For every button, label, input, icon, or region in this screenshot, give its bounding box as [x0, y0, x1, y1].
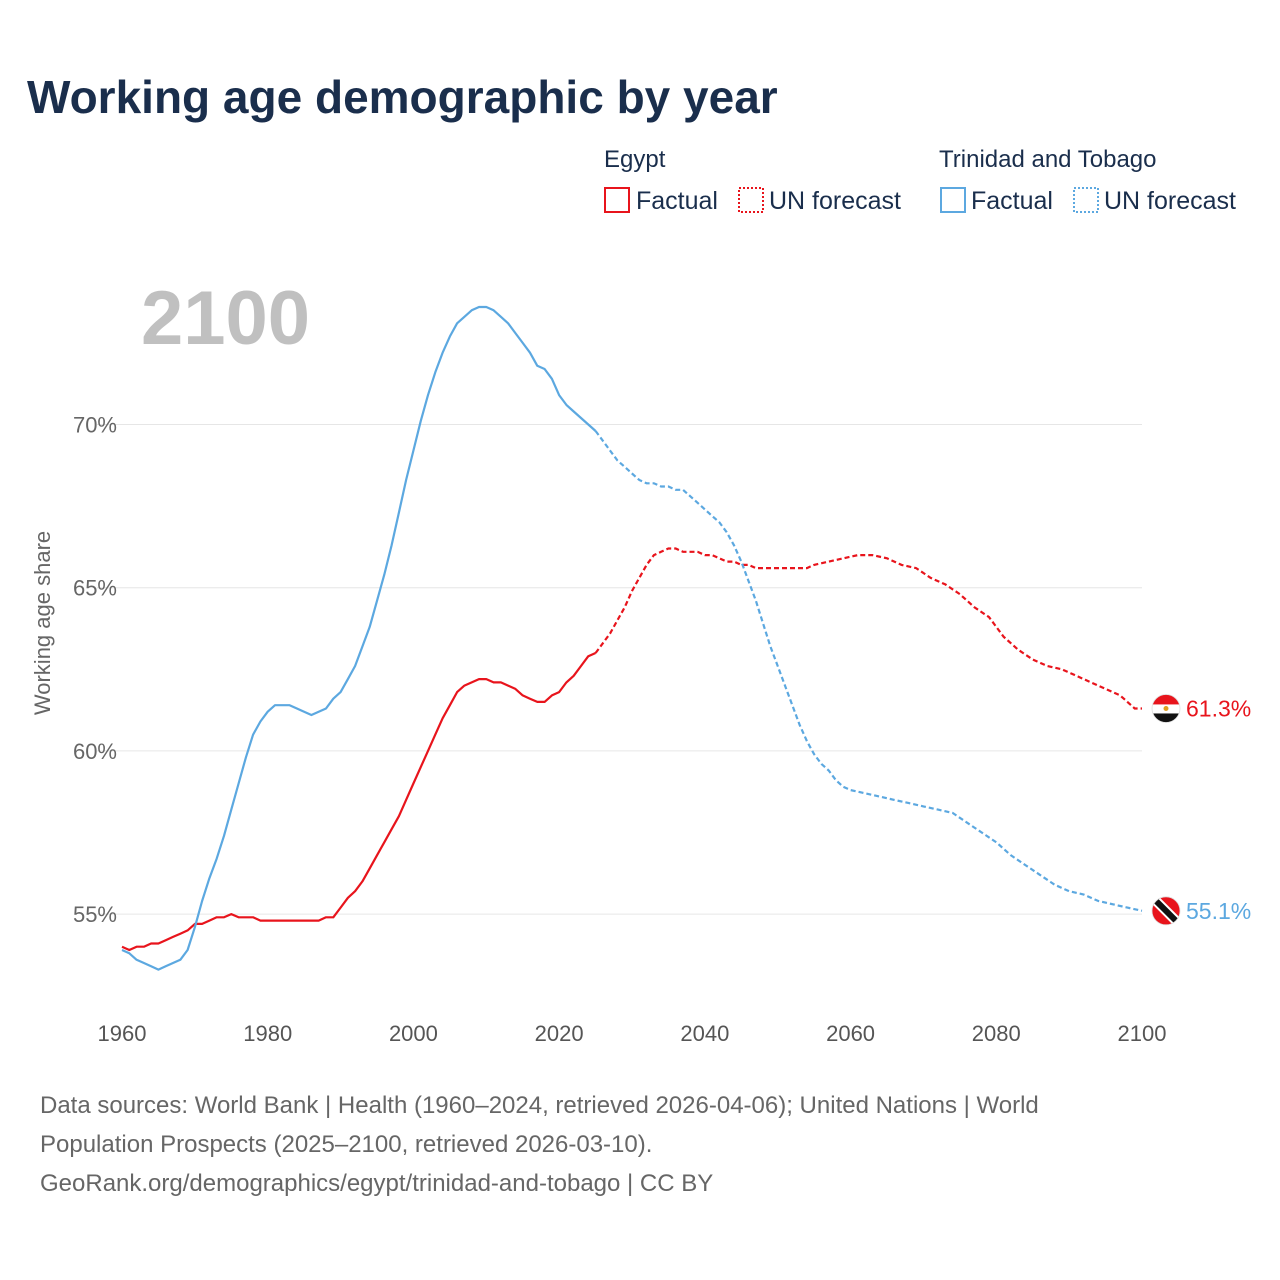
chart-title: Working age demographic by year: [27, 71, 778, 123]
legend-swatch-egypt-factual: [604, 187, 630, 213]
legend-swatch-trinidad-factual: [940, 187, 966, 213]
legend-label-trinidad-factual: Factual: [971, 187, 1053, 215]
x-axis-ticks: 1960 1980 2000 2020 2040 2060 2080 2100: [98, 1021, 1167, 1046]
y-axis-ticks: 55% 60% 65% 70%: [73, 413, 117, 928]
series-line-egypt-forecast: [594, 547, 1142, 710]
legend: Egypt Factual UN forecast Trinidad and T…: [604, 146, 1236, 215]
y-tick-label: 60%: [73, 739, 117, 764]
y-tick-label: 65%: [73, 576, 117, 601]
year-watermark: 2100: [141, 276, 310, 361]
source-line-1: Data sources: World Bank | Health (1960–…: [40, 1092, 1039, 1119]
y-tick-label: 55%: [73, 902, 117, 927]
end-value-label-trinidad: 55.1%: [1186, 898, 1251, 924]
x-tick-label: 2040: [680, 1021, 729, 1046]
trinidad-and-tobago-flag-icon: [1151, 896, 1181, 926]
legend-group-trinidad: Trinidad and Tobago: [939, 146, 1157, 173]
source-link[interactable]: GeoRank.org/demographics/egypt/trinidad-…: [40, 1170, 713, 1197]
series-line-egypt-factual: [121, 651, 597, 952]
x-tick-label: 2020: [535, 1021, 584, 1046]
x-tick-label: 1960: [98, 1021, 147, 1046]
x-tick-label: 2080: [972, 1021, 1021, 1046]
y-axis-label: Working age share: [30, 531, 55, 715]
legend-label-egypt-forecast: UN forecast: [769, 187, 901, 215]
series-line-trinidad-factual: [121, 305, 597, 971]
legend-swatch-trinidad-forecast: [1073, 187, 1099, 213]
series-line-trinidad-forecast: [594, 430, 1143, 912]
end-value-label-egypt: 61.3%: [1186, 695, 1251, 721]
egypt-flag-icon: [1151, 694, 1181, 723]
gridlines: [97, 424, 1142, 915]
series-lines: [121, 305, 1143, 971]
source-line-2: Population Prospects (2025–2100, retriev…: [40, 1131, 652, 1158]
end-markers: 61.3% 55.1%: [1151, 694, 1251, 926]
x-tick-label: 1980: [243, 1021, 292, 1046]
x-tick-label: 2100: [1118, 1021, 1167, 1046]
y-tick-label: 70%: [73, 413, 117, 438]
legend-group-egypt: Egypt: [604, 146, 666, 173]
x-tick-label: 2000: [389, 1021, 438, 1046]
legend-label-egypt-factual: Factual: [636, 187, 718, 215]
legend-label-trinidad-forecast: UN forecast: [1104, 187, 1236, 215]
x-tick-label: 2060: [826, 1021, 875, 1046]
legend-swatch-egypt-forecast: [738, 187, 764, 213]
